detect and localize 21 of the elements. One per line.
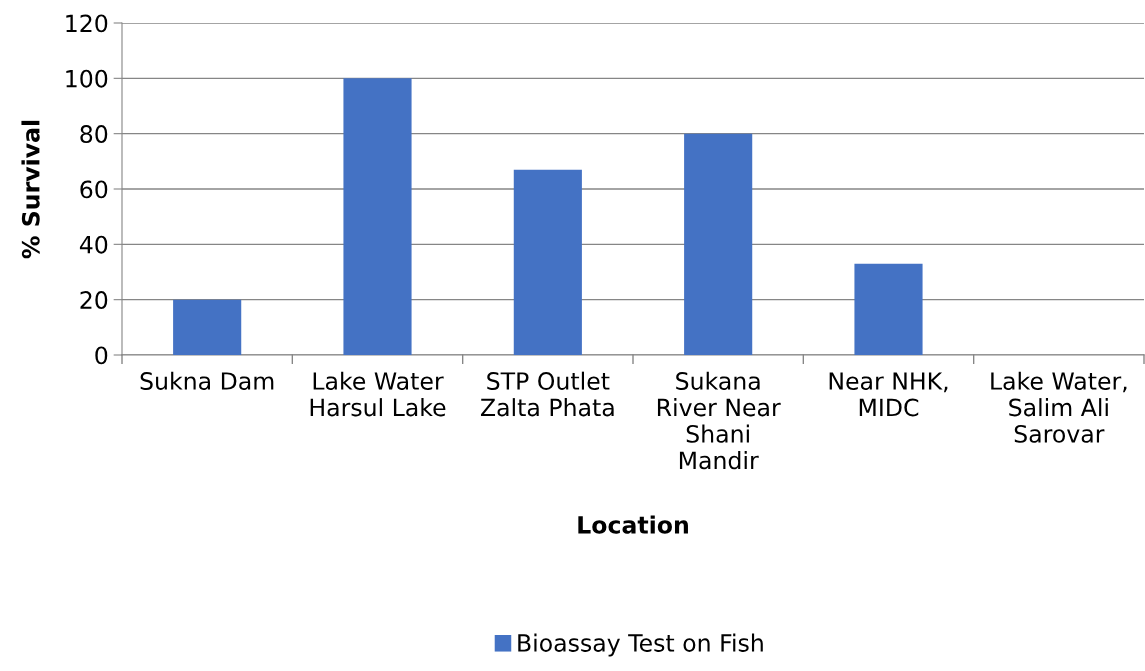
y-tick-label: 100	[66, 69, 108, 88]
bar	[684, 133, 753, 355]
y-tick-label: 40	[79, 235, 108, 254]
x-tick-label: Lake Water Harsul Lake	[310, 371, 446, 417]
x-axis-title: Location	[578, 515, 688, 534]
x-tick-label: Lake Water, Salim Ali Sarovar	[991, 371, 1127, 443]
bar	[854, 263, 923, 355]
y-tick-label: 0	[95, 346, 108, 365]
bar	[343, 78, 412, 355]
x-tick-label: Near NHK, MIDC	[829, 372, 948, 417]
y-tick-label: 80	[80, 125, 108, 143]
x-tick-label: STP Outlet Zalta Phata	[480, 371, 614, 417]
x-tick-label: Sukna Dam	[140, 371, 274, 390]
y-tick-label: 60	[80, 180, 108, 199]
y-tick-label: 20	[80, 291, 108, 309]
bar	[173, 299, 242, 355]
legend-label: Bioassay Test on Fish	[518, 633, 763, 657]
x-tick-label: Sukana River Near Shani Mandir	[657, 371, 781, 470]
y-tick-label: 120	[66, 14, 108, 33]
bar	[513, 169, 582, 355]
y-axis-title: % Survival	[21, 120, 40, 259]
